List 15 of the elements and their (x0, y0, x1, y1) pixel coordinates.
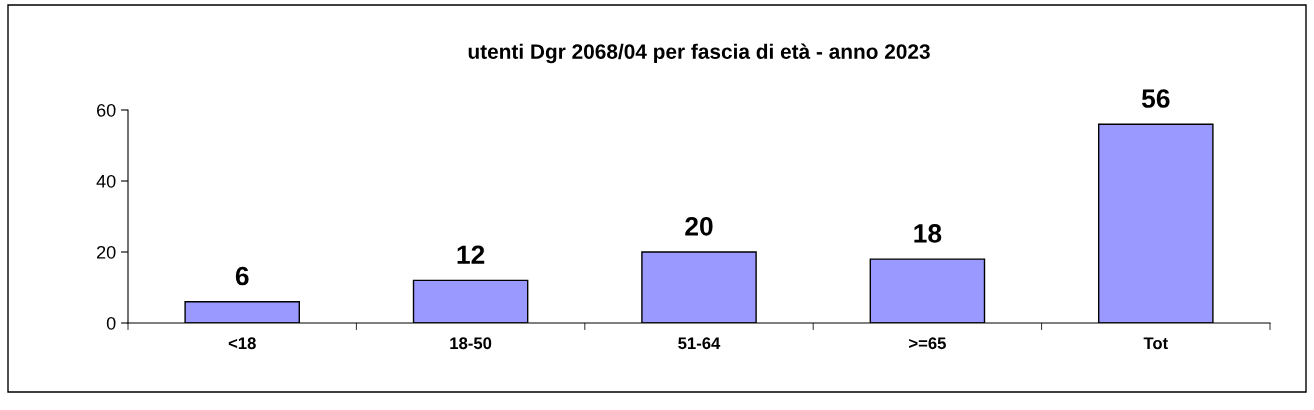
data-label: 56 (1141, 89, 1170, 108)
x-tick-label: 51-64 (678, 337, 721, 350)
data-label: 18 (914, 224, 942, 243)
y-tick-label: 60 (97, 103, 116, 117)
y-tick-label: 20 (97, 245, 116, 259)
x-tick-label: 18-50 (450, 337, 492, 350)
x-tick-label: Tot (1143, 337, 1168, 350)
chart-title: utenti Dgr 2068/04 per fascia di età - anno 2023 (468, 43, 930, 64)
data-label: 12 (457, 245, 485, 264)
x-tick-label: <18 (228, 337, 256, 350)
data-label: 6 (235, 266, 249, 286)
x-tick-label: >=65 (909, 337, 946, 350)
y-tick-label: 0 (106, 316, 116, 330)
data-label: 20 (685, 216, 713, 236)
y-tick-label: 40 (96, 174, 116, 188)
